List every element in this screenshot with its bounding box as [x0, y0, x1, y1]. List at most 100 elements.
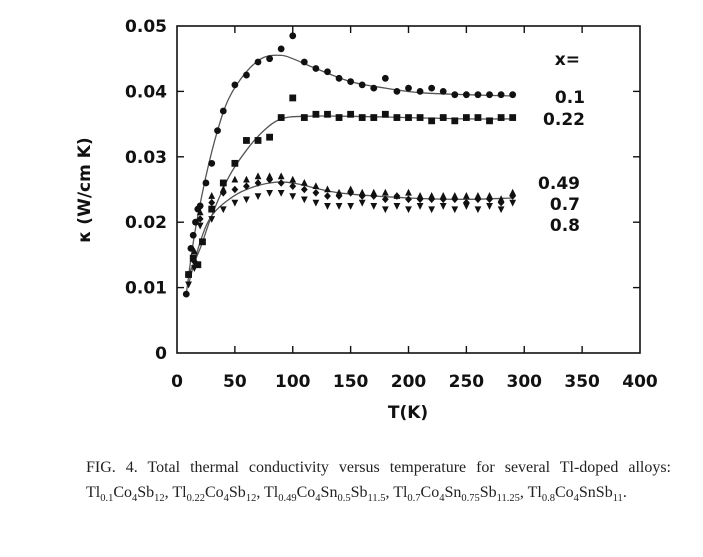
data-point-0.1 [381, 74, 389, 82]
data-point-0.1 [335, 74, 343, 82]
data-point-0.49 [439, 192, 447, 199]
data-point-0.8 [243, 196, 250, 204]
data-point-0.49 [335, 188, 343, 196]
data-point-0.7 [416, 195, 424, 204]
caption-formula: Tl0.8Co4SnSb11 [527, 484, 623, 505]
data-point-0.22 [370, 114, 378, 121]
data-point-0.49 [231, 175, 239, 183]
figure-caption: FIG. 4. Total thermal conductivity versu… [86, 459, 672, 505]
y-tick-label: 0.03 [125, 148, 167, 168]
data-point-0.22 [199, 238, 206, 246]
data-point-0.8 [208, 216, 216, 223]
legend-label-0.8: 0.8 [550, 216, 580, 236]
caption-formula: Tl0.7Co4Sn0.75Sb11.25 [393, 484, 520, 505]
data-point-0.8 [358, 199, 366, 207]
data-point-0.22 [231, 159, 239, 167]
data-point-0.7 [190, 257, 198, 266]
data-point-0.8 [219, 206, 227, 214]
caption-formula: Tl0.49Co4Sn0.5Sb11.5 [264, 484, 386, 505]
data-point-0.49 [381, 188, 389, 196]
data-point-0.49 [405, 188, 412, 196]
data-point-0.1 [393, 88, 401, 95]
data-point-0.1 [497, 91, 505, 99]
data-point-0.49 [474, 192, 482, 199]
data-point-0.22 [289, 94, 297, 102]
data-point-0.8 [439, 203, 447, 210]
data-point-0.8 [266, 189, 273, 197]
data-point-0.49 [243, 175, 250, 183]
data-point-0.8 [462, 203, 470, 210]
x-tick-label: 300 [507, 372, 543, 392]
data-point-0.1 [486, 91, 493, 99]
data-point-0.8 [451, 206, 459, 214]
data-point-0.7 [254, 179, 262, 187]
data-point-0.8 [416, 203, 424, 210]
axis-ticks: 0 50 100 150 200 250 300 350 400 0 0.01 0.02 0.03 0.0… [125, 17, 658, 392]
data-point-0.7 [509, 192, 517, 200]
caption-label: FIG. 4. [86, 459, 138, 476]
data-point-0.49 [219, 185, 227, 193]
data-point-0.1 [358, 81, 366, 89]
data-point-0.22 [185, 271, 192, 278]
data-point-0.8 [347, 203, 355, 210]
data-point-0.1 [243, 71, 250, 79]
data-point-0.1 [208, 159, 216, 167]
data-point-0.7 [231, 185, 239, 194]
x-tick-label: 100 [275, 372, 311, 392]
caption-formula: Tl0.22Co4Sb12 [172, 484, 257, 505]
data-point-0.49 [451, 192, 459, 199]
legend-label-0.49: 0.49 [538, 174, 580, 194]
x-tick-label: 200 [391, 372, 427, 392]
caption-text: Total thermal conductivity versus temper… [147, 459, 672, 476]
data-point-0.8 [277, 189, 285, 197]
data-point-0.7 [497, 198, 505, 207]
y-tick-label: 0.05 [125, 17, 167, 37]
data-point-0.1 [214, 127, 221, 135]
data-point-0.7 [219, 188, 227, 197]
caption-formula: Tl0.1Co4Sb12 [86, 484, 165, 505]
data-point-0.22 [428, 117, 436, 125]
data-point-0.22 [219, 179, 227, 187]
data-point-0.22 [277, 114, 285, 121]
data-point-0.8 [381, 206, 389, 214]
data-point-0.1 [277, 45, 285, 53]
data-point-0.1 [347, 78, 355, 85]
data-point-0.22 [405, 114, 412, 121]
data-point-0.7 [462, 198, 470, 207]
legend-label-0.22: 0.22 [543, 110, 585, 130]
data-point-0.8 [486, 203, 493, 210]
data-point-0.22 [381, 110, 389, 118]
data-point-0.8 [497, 206, 505, 214]
data-point-0.49 [289, 175, 297, 183]
data-point-0.49 [462, 192, 470, 199]
data-point-0.22 [474, 114, 482, 121]
data-point-0.1 [202, 179, 210, 187]
data-point-0.22 [486, 117, 493, 125]
data-point-0.1 [462, 91, 470, 99]
data-point-0.22 [208, 205, 216, 213]
data-point-0.22 [462, 114, 470, 121]
data-point-0.7 [358, 192, 366, 200]
data-point-0.7 [370, 192, 378, 200]
data-point-0.1 [312, 65, 320, 72]
data-point-0.49 [254, 172, 262, 180]
data-point-0.7 [381, 195, 389, 204]
data-point-0.22 [194, 261, 202, 269]
data-point-0.1 [405, 84, 412, 92]
data-point-0.7 [405, 195, 412, 204]
legend: x= 0.1 0.22 0.49 0.7 0.8 [538, 50, 585, 236]
data-point-0.8 [196, 222, 204, 230]
data-point-0.7 [300, 185, 308, 194]
data-points [182, 32, 517, 298]
data-point-0.49 [208, 192, 216, 199]
data-point-0.22 [189, 254, 197, 262]
data-point-0.1 [428, 84, 436, 92]
data-point-0.1 [192, 218, 199, 226]
y-tick-label: 0.04 [125, 82, 167, 102]
fit-curve-0.1 [185, 54, 513, 295]
data-point-0.8 [190, 265, 198, 272]
x-tick-label: 150 [333, 372, 369, 392]
data-point-0.22 [254, 137, 262, 144]
data-point-0.1 [189, 231, 197, 239]
